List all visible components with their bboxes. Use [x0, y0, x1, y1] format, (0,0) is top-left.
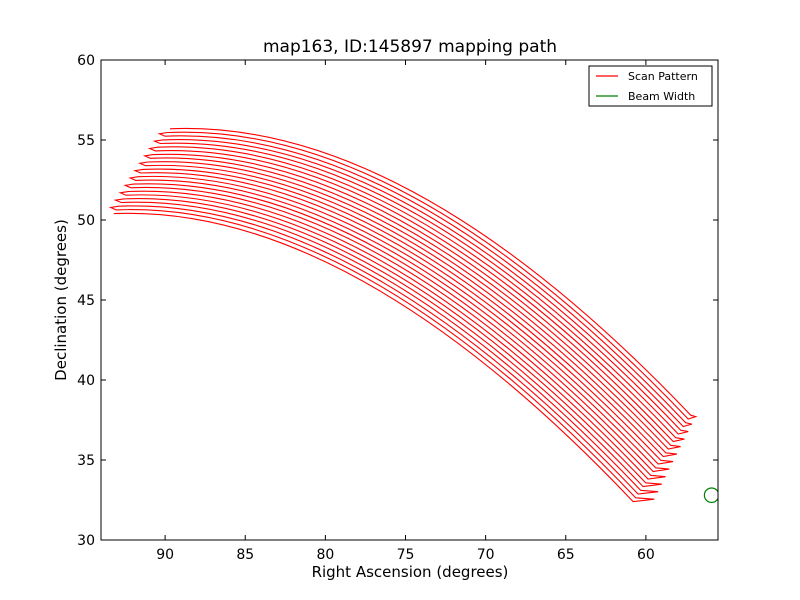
legend-label-beam-width: Beam Width [628, 90, 695, 103]
x-tick-label: 80 [316, 547, 334, 563]
beam-width-group [703, 487, 718, 504]
x-tick-label: 75 [397, 547, 415, 563]
y-tick-label: 50 [77, 213, 95, 229]
scan-pattern-group [108, 127, 698, 503]
legend: Scan Pattern Beam Width [588, 65, 713, 107]
y-tick-label: 40 [77, 373, 95, 389]
x-axis-ticks: 90 85 80 75 70 65 60 [156, 60, 655, 563]
x-axis-label: Right Ascension (degrees) [312, 563, 509, 581]
y-axis-label: Declination (degrees) [52, 219, 70, 381]
x-tick-label: 65 [557, 547, 575, 563]
x-tick-label: 85 [236, 547, 254, 563]
y-tick-label: 55 [77, 133, 95, 149]
y-tick-label: 30 [77, 533, 95, 549]
x-tick-label: 60 [637, 547, 655, 563]
x-tick-label: 90 [156, 547, 174, 563]
y-tick-label: 35 [77, 453, 95, 469]
y-tick-label: 45 [77, 293, 95, 309]
x-tick-label: 70 [477, 547, 495, 563]
chart-title: map163, ID:145897 mapping path [263, 37, 557, 57]
legend-label-scan-pattern: Scan Pattern [628, 70, 698, 83]
beam-width-circle [703, 487, 718, 504]
legend-box [588, 65, 713, 107]
y-tick-label: 60 [77, 53, 95, 69]
y-axis-ticks: 30 35 40 45 50 55 60 [77, 53, 718, 549]
scan-pattern-path [108, 127, 698, 503]
